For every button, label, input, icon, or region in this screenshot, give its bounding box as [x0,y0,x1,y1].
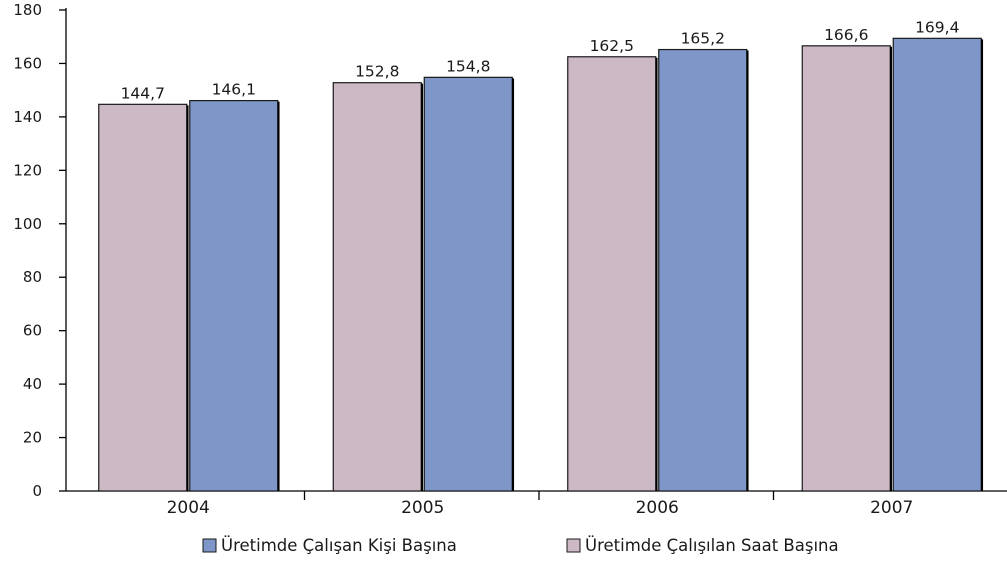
x-tick-label: 2004 [167,498,210,518]
data-label: 165,2 [681,30,725,48]
data-labels: 144,7 146,1 152,8 154,8 162,5 165,2 166,6 169,4 [121,18,960,102]
data-label: 152,8 [355,63,399,81]
y-tick-label: 80 [23,268,42,286]
bar [189,99,279,492]
y-tick-label: 40 [23,375,42,393]
bar [801,45,891,492]
legend-label: Üretimde Çalışılan Saat Başına [585,536,839,555]
bar [332,82,422,492]
legend: Üretimde Çalışan Kişi Başına Üretimde Çal… [202,536,839,555]
y-tick-label: 60 [23,322,42,340]
y-tick-label: 180 [13,1,42,19]
y-tick-label: 140 [13,108,42,126]
data-label: 169,4 [915,18,959,36]
bar [98,103,188,492]
y-tick-label: 100 [13,215,42,233]
y-tick-label: 20 [23,429,42,447]
x-tick-label: 2006 [636,498,679,518]
data-label: 166,6 [824,26,868,44]
legend-swatch [566,538,581,553]
bar [423,76,513,492]
bar [892,37,982,492]
x-axis: 2004 2005 2006 2007 [66,490,1007,518]
data-label: 144,7 [121,84,165,102]
data-label: 146,1 [212,81,256,99]
bar [658,48,748,492]
x-tick-label: 2007 [870,498,913,518]
data-label: 154,8 [446,57,490,75]
data-label: 162,5 [590,37,634,55]
legend-swatch [202,538,217,553]
legend-label: Üretimde Çalışan Kişi Başına [221,536,457,555]
x-tick-label: 2005 [401,498,444,518]
bars [98,37,984,492]
y-tick-label: 0 [32,482,42,500]
y-tick-label: 160 [13,54,42,72]
y-axis: 0 20 40 60 80 100 120 140 160 180 [13,1,67,500]
y-tick-label: 120 [13,161,42,179]
bar [567,56,657,492]
